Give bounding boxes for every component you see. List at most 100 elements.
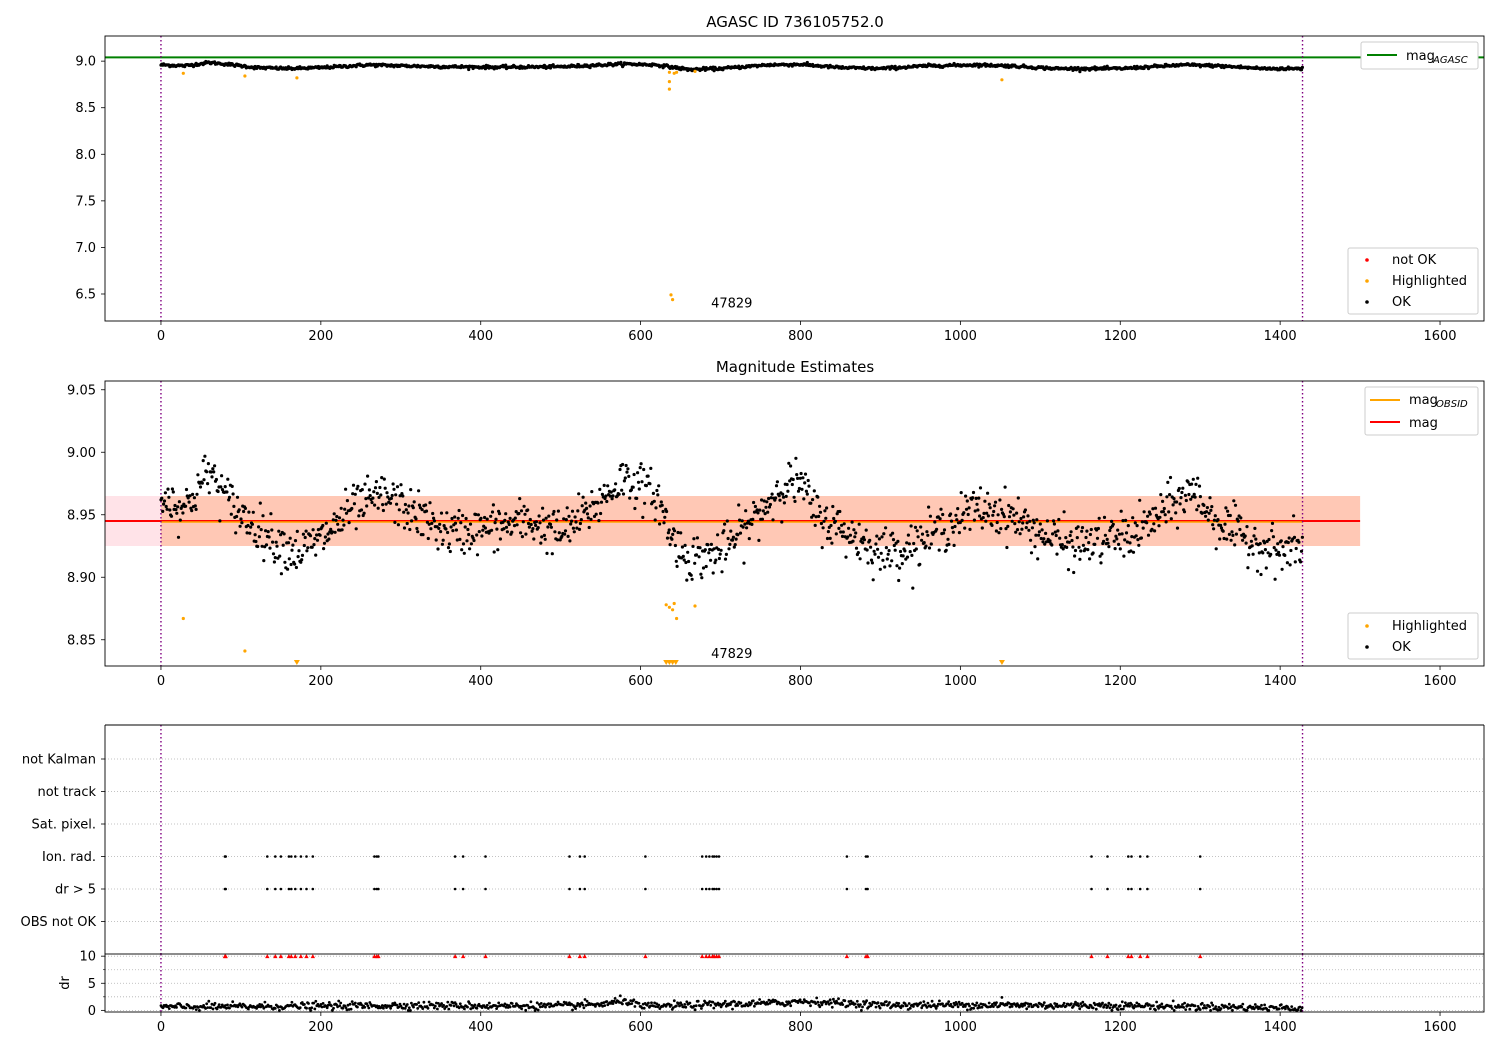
dr-clipped-marker	[298, 954, 304, 959]
ok-point	[784, 494, 788, 498]
flag-point	[299, 887, 303, 891]
dr-point	[903, 1002, 907, 1005]
ok-point	[318, 533, 322, 537]
ok-point	[973, 509, 977, 513]
ok-point	[431, 511, 435, 516]
ok-point	[919, 525, 923, 529]
dr-point	[1183, 1001, 1186, 1005]
dr-point	[953, 1003, 957, 1007]
ok-point	[753, 504, 758, 509]
dr-point	[1024, 1001, 1027, 1005]
ok-point	[162, 499, 167, 503]
ok-point	[609, 490, 613, 494]
ok-point	[293, 562, 297, 566]
dr-point	[901, 1004, 905, 1008]
legend-label-subscript: OBSID	[1436, 399, 1468, 410]
flag-point	[287, 887, 291, 891]
ok-point	[683, 543, 687, 548]
ok-point	[521, 520, 525, 524]
ok-point	[746, 519, 751, 523]
ok-point	[998, 498, 1002, 502]
dr-point	[332, 1006, 335, 1010]
ok-point	[954, 513, 958, 517]
ok-point	[588, 66, 592, 70]
ok-point	[402, 526, 407, 530]
ok-point	[1006, 524, 1010, 529]
dr-point	[1135, 1001, 1139, 1005]
dr-point	[269, 1004, 273, 1008]
ok-point	[370, 500, 374, 505]
ok-point	[617, 492, 621, 496]
dr-point	[632, 998, 636, 1002]
dr-point	[758, 998, 761, 1001]
panel2-title: Magnitude Estimates	[716, 358, 874, 376]
dr-point	[965, 1002, 968, 1006]
dr-point	[502, 1004, 506, 1008]
ok-point	[975, 502, 979, 506]
ok-point	[1252, 534, 1256, 538]
legend-swatch-dot	[1365, 258, 1369, 262]
ok-point	[1016, 496, 1020, 500]
ok-point	[506, 520, 510, 524]
ok-point	[1048, 539, 1052, 543]
ok-point	[444, 527, 448, 531]
ok-point	[289, 562, 293, 567]
ok-point	[250, 522, 254, 526]
flag-point	[583, 887, 586, 891]
y-tick-label: 8.85	[67, 633, 96, 648]
dr-point	[504, 1005, 508, 1009]
ok-point	[791, 477, 795, 482]
ok-point	[689, 573, 693, 577]
dr-point	[1200, 1001, 1204, 1005]
dr-point	[1184, 1008, 1188, 1011]
ok-point	[947, 542, 951, 547]
x-tick-label: 1400	[1264, 329, 1297, 344]
ok-point	[453, 515, 457, 519]
dr-point	[584, 1004, 588, 1007]
ok-point	[373, 503, 377, 507]
ok-point	[834, 532, 838, 536]
x-tick-label: 600	[628, 329, 653, 344]
ok-point	[963, 526, 967, 530]
ok-point	[1061, 547, 1065, 551]
ok-point	[865, 548, 869, 552]
dr-point	[757, 1001, 760, 1005]
panel1-title: AGASC ID 736105752.0	[706, 13, 884, 31]
dr-point	[447, 1007, 451, 1011]
ok-point	[218, 519, 222, 523]
dr-point	[1106, 1004, 1110, 1008]
ok-point	[811, 498, 815, 502]
ok-point	[876, 555, 881, 559]
ok-point	[858, 557, 862, 561]
dr-point	[678, 1004, 681, 1008]
dr-point	[1208, 1005, 1211, 1009]
dr-point	[1064, 1004, 1068, 1008]
ok-point	[1225, 537, 1229, 541]
dr-point	[485, 1003, 489, 1007]
dr-point	[1005, 1003, 1009, 1007]
ok-point	[1096, 526, 1100, 531]
ok-point	[949, 512, 953, 516]
ok-point	[1140, 520, 1144, 524]
ok-point	[522, 504, 526, 508]
dr-point	[582, 1006, 586, 1010]
ok-point	[1117, 532, 1122, 536]
ok-point	[344, 511, 349, 515]
ok-point	[900, 562, 904, 566]
ok-point	[732, 545, 736, 549]
ok-point	[1146, 533, 1151, 537]
ok-point	[1036, 557, 1040, 561]
ok-point	[206, 462, 210, 466]
dr-point	[523, 1004, 527, 1008]
ok-point	[496, 548, 500, 552]
ok-point	[483, 515, 487, 520]
dr-point	[1263, 1003, 1266, 1007]
flag-point	[1146, 855, 1149, 858]
ok-point	[898, 566, 902, 570]
ok-point	[626, 467, 630, 471]
dr-point	[336, 1005, 339, 1009]
ok-point	[971, 490, 976, 495]
highlighted-point	[667, 80, 672, 84]
ok-point	[817, 514, 821, 519]
flag-row-label: Ion. rad.	[42, 850, 96, 865]
